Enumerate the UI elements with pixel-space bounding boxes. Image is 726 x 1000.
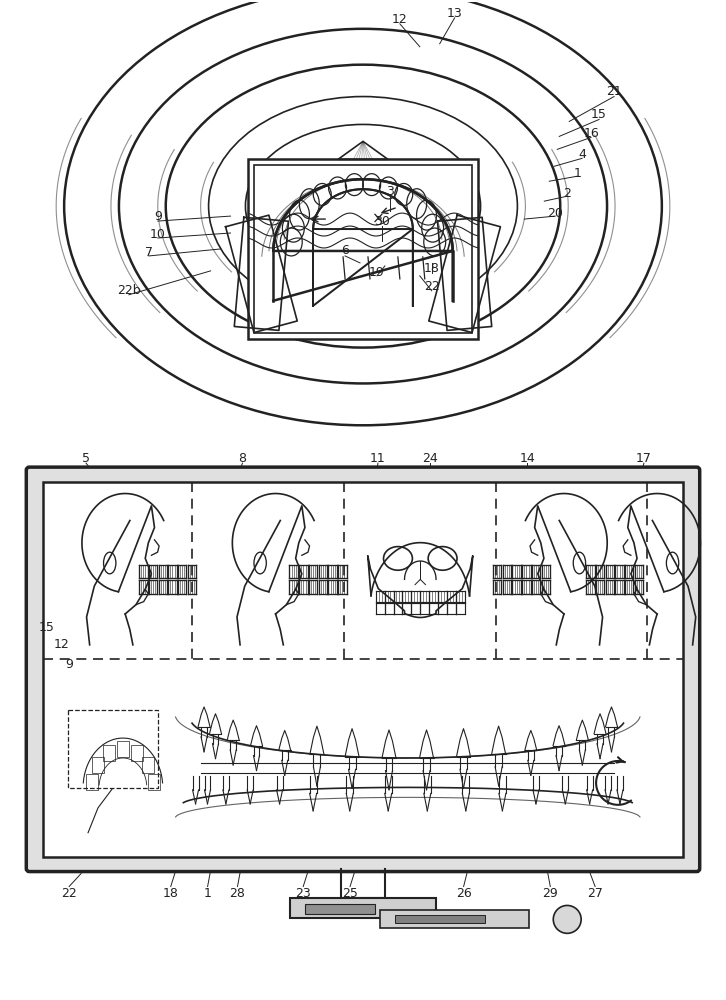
Bar: [147, 774, 160, 790]
Text: 2: 2: [563, 187, 571, 200]
Bar: [117, 741, 129, 757]
Text: 12: 12: [392, 13, 408, 26]
Text: 14: 14: [520, 452, 535, 465]
Text: 7: 7: [144, 246, 152, 259]
Text: 6: 6: [341, 244, 349, 257]
Text: 8: 8: [238, 452, 246, 465]
Text: 16: 16: [583, 127, 599, 140]
Text: 1: 1: [574, 167, 581, 180]
Text: 22b: 22b: [117, 284, 141, 297]
Bar: [131, 745, 143, 761]
Text: 29: 29: [542, 887, 558, 900]
Bar: [142, 757, 154, 773]
Text: 20: 20: [547, 207, 563, 220]
Bar: [91, 757, 104, 773]
Text: 5: 5: [82, 452, 90, 465]
Text: 23: 23: [295, 887, 311, 900]
Bar: [68, 710, 158, 788]
Text: 11: 11: [370, 452, 386, 465]
Text: 15: 15: [38, 621, 54, 634]
Bar: [103, 745, 115, 761]
Text: 9: 9: [154, 210, 162, 223]
Text: 26: 26: [456, 887, 471, 900]
Bar: [254, 165, 472, 333]
Circle shape: [553, 905, 581, 933]
Bar: [86, 774, 98, 790]
Text: 10: 10: [150, 228, 166, 241]
Text: 1: 1: [204, 887, 211, 900]
Text: 9: 9: [65, 658, 73, 671]
Text: 24: 24: [422, 452, 438, 465]
FancyBboxPatch shape: [26, 467, 700, 872]
Text: 18: 18: [424, 262, 440, 275]
Text: 25: 25: [342, 887, 358, 900]
Text: 30: 30: [374, 215, 390, 228]
Text: 12: 12: [53, 638, 69, 651]
Text: 28: 28: [229, 887, 245, 900]
Bar: [395, 915, 484, 923]
Text: 18: 18: [163, 887, 179, 900]
Bar: [44, 482, 682, 857]
Text: 15: 15: [591, 108, 607, 121]
Text: ×: ×: [372, 212, 384, 227]
Text: 4: 4: [578, 148, 586, 161]
Bar: [380, 910, 529, 928]
Text: 3: 3: [386, 185, 393, 198]
Bar: [305, 904, 375, 914]
Text: 19: 19: [369, 266, 385, 279]
Text: 27: 27: [587, 887, 603, 900]
Bar: [290, 898, 436, 918]
Bar: [248, 159, 478, 339]
Text: 21: 21: [606, 85, 622, 98]
Text: 22: 22: [61, 887, 77, 900]
Text: 17: 17: [636, 452, 652, 465]
Text: 22: 22: [424, 280, 440, 293]
Text: 13: 13: [446, 7, 462, 20]
